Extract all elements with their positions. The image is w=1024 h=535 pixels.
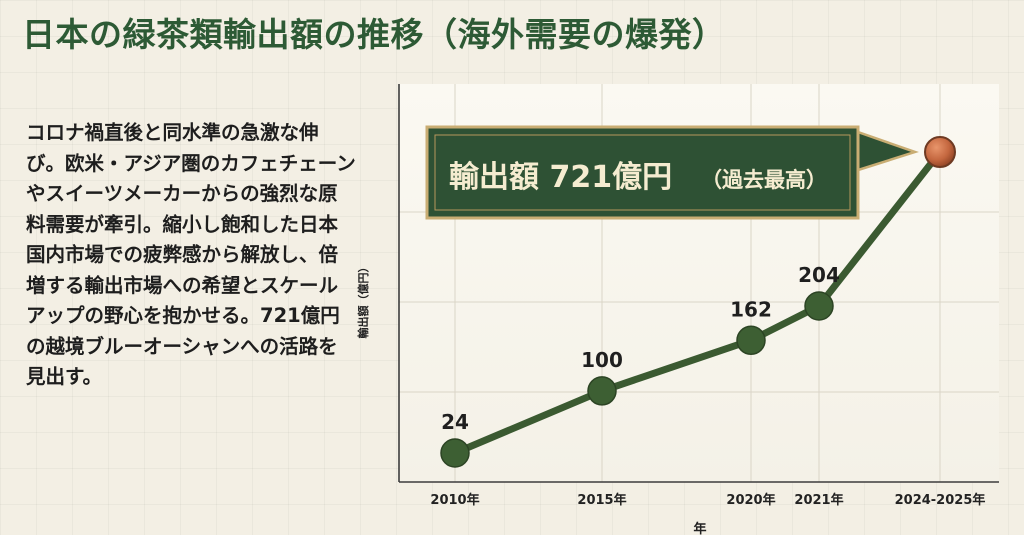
- x-tick-label: 2024-2025年: [895, 492, 986, 508]
- x-tick-label: 2020年: [726, 492, 775, 508]
- callout-box: [425, 125, 860, 220]
- x-tick-label: 2021年: [794, 492, 843, 508]
- y-axis-label: 輸出額（億円）: [356, 262, 370, 339]
- data-label: 24: [441, 410, 469, 434]
- data-point: [587, 376, 617, 406]
- x-tick-label: 2015年: [577, 492, 626, 508]
- data-point: [804, 291, 834, 321]
- x-axis-label: 年: [693, 521, 706, 535]
- data-label: 162: [730, 297, 772, 321]
- description-text: コロナ禍直後と同水準の急激な伸び。欧米・アジア圏のカフェチェーンやスイーツメーカ…: [26, 121, 356, 388]
- data-point: [440, 438, 470, 468]
- data-point: [736, 325, 766, 356]
- callout-inner-border: [434, 134, 851, 211]
- callout-sub-text: （過去最高）: [701, 168, 827, 192]
- callout: 輸出額 721億円 （過去最高）: [425, 125, 919, 220]
- callout-main-text: 輸出額 721億円: [449, 160, 672, 195]
- data-label: 204: [798, 263, 840, 287]
- data-label: 100: [581, 348, 623, 372]
- highlight-point: [924, 136, 956, 168]
- page-title: 日本の緑茶類輸出額の推移（海外需要の爆発）: [22, 15, 726, 54]
- x-tick-label: 2010年: [430, 492, 479, 508]
